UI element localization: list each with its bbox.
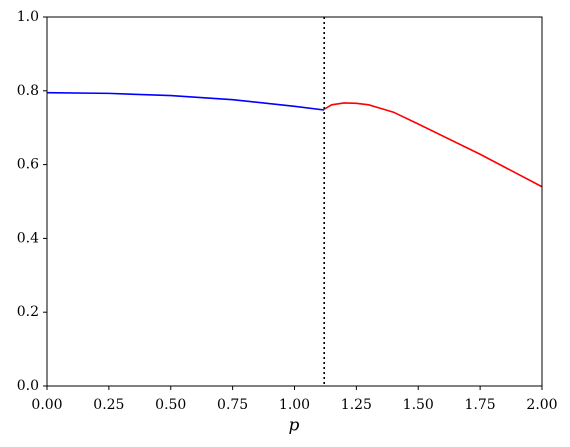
line-series: [323, 102, 543, 188]
x-tick-label: 1.00: [279, 397, 310, 413]
x-tick-label: 0.25: [93, 397, 124, 413]
x-tick-label: 0.50: [155, 397, 186, 413]
x-axis-label: p: [289, 416, 300, 436]
y-tick-label: 0.0: [17, 378, 39, 394]
y-tick-label: 0.2: [17, 304, 39, 320]
line-series: [46, 91, 325, 111]
x-tick-label: 0.75: [217, 397, 248, 413]
x-tick-label: 2.00: [526, 397, 557, 413]
x-tick-label: 1.75: [465, 397, 496, 413]
x-tick-label: 0.00: [31, 397, 62, 413]
x-tick-label: 1.25: [341, 397, 372, 413]
y-tick-label: 0.4: [17, 230, 39, 246]
x-tick-label: 1.50: [403, 397, 434, 413]
y-tick-label: 1.0: [17, 9, 39, 25]
y-tick-label: 0.8: [17, 83, 39, 99]
y-tick-label: 0.6: [17, 157, 39, 173]
plot-frame: [46, 16, 543, 387]
